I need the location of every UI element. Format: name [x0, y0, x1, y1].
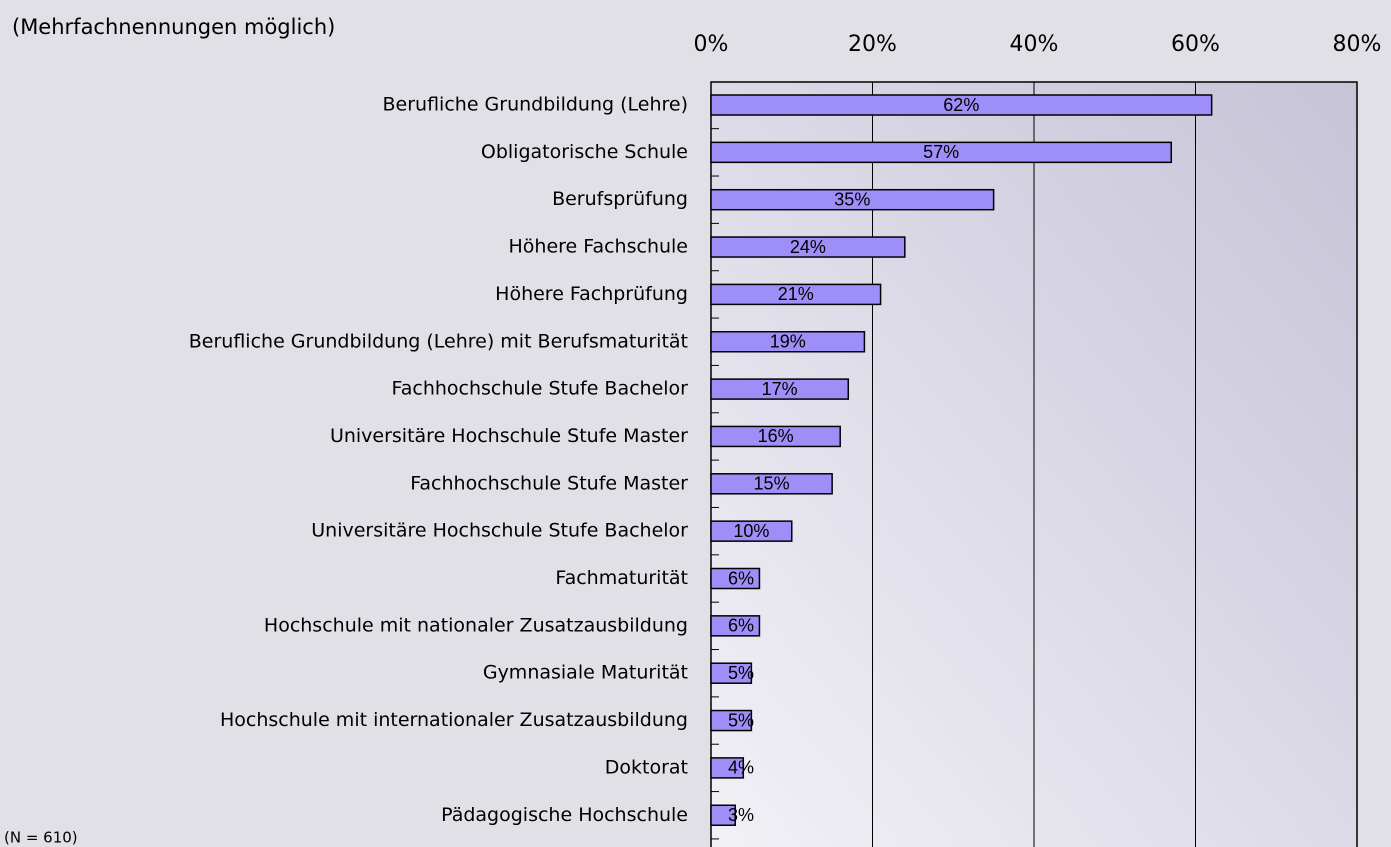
y-tick-label: Universitäre Hochschule Stufe Bachelor [311, 520, 688, 542]
bar [710, 331, 866, 353]
value-label: 6% [728, 616, 754, 636]
value-label: 62% [943, 95, 979, 115]
value-label: 15% [754, 474, 790, 494]
bar [710, 662, 753, 684]
y-tick-label: Hochschule mit nationaler Zusatzausbildu… [264, 614, 688, 636]
bar [710, 567, 761, 590]
value-label: 3% [728, 805, 754, 825]
bar [710, 520, 793, 542]
value-label: 19% [770, 332, 806, 352]
note: (N = 610) [4, 829, 78, 847]
subtitle: (Mehrfachnennungen möglich) [12, 15, 335, 39]
value-label: 24% [790, 237, 826, 257]
bar [710, 804, 736, 826]
y-tick-label: Höhere Fachschule [509, 236, 688, 258]
y-tick-label: Pädagogische Hochschule [441, 804, 688, 826]
value-label: 17% [762, 379, 798, 399]
value-label: 16% [758, 426, 794, 446]
bar [710, 94, 1213, 116]
x-tick-label: 60% [1171, 32, 1220, 57]
bar [710, 141, 1173, 164]
y-tick-label: Doktorat [605, 756, 688, 778]
y-tick-label: Obligatorische Schule [481, 141, 688, 163]
bar [710, 473, 833, 495]
bar [710, 425, 841, 448]
y-tick-label: Höhere Fachprüfung [495, 283, 688, 305]
value-label: 4% [728, 758, 754, 778]
y-tick-label: Berufliche Grundbildung (Lehre) mit Beru… [189, 330, 688, 352]
bar [710, 283, 882, 306]
value-label: 6% [728, 568, 754, 588]
bar [710, 709, 753, 732]
value-label: 35% [834, 189, 870, 209]
y-tick-label: Hochschule mit internationaler Zusatzaus… [220, 709, 688, 731]
x-tick-label: 40% [1010, 32, 1059, 57]
y-tick-label: Gymnasiale Maturität [483, 662, 688, 684]
bar [710, 757, 745, 779]
y-tick-label: Berufliche Grundbildung (Lehre) [383, 94, 688, 116]
x-tick-label: 0% [694, 32, 729, 57]
x-tick-label: 80% [1333, 32, 1382, 57]
value-label: 5% [728, 663, 754, 683]
y-tick-label: Universitäre Hochschule Stufe Master [330, 425, 688, 447]
bar [710, 188, 995, 211]
y-tick-label: Fachhochschule Stufe Master [410, 472, 688, 494]
y-tick-label: Fachhochschule Stufe Bachelor [392, 378, 689, 400]
value-label: 57% [923, 142, 959, 162]
value-label: 10% [733, 521, 769, 541]
value-label: 21% [778, 284, 814, 304]
bar [710, 615, 761, 637]
bar [710, 236, 906, 258]
y-tick-label: Fachmaturität [555, 567, 688, 589]
y-tick-label: Berufsprüfung [552, 188, 688, 210]
x-tick-label: 20% [848, 32, 897, 57]
bar [710, 378, 850, 400]
value-label: 5% [728, 710, 754, 730]
